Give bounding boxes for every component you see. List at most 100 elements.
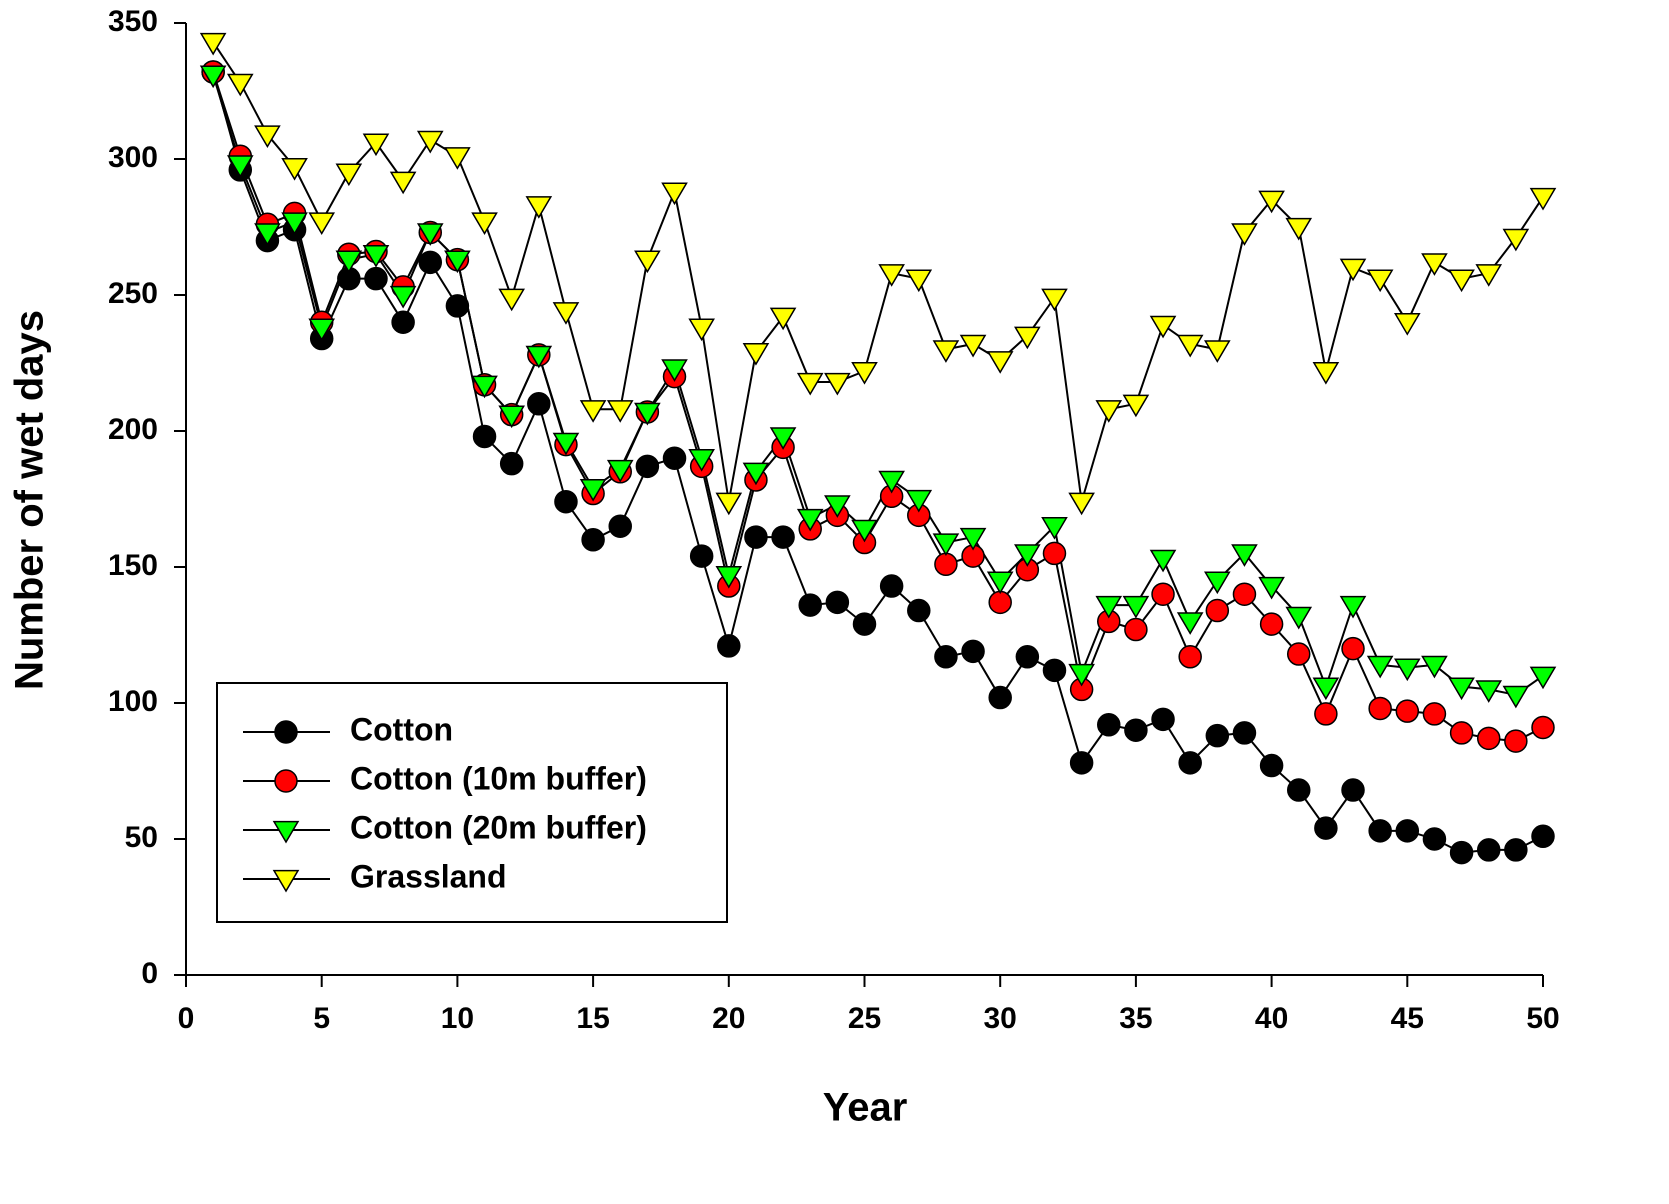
data-point	[1504, 838, 1528, 862]
legend-box	[216, 682, 728, 923]
data-point	[1422, 702, 1447, 726]
data-point	[1259, 753, 1284, 778]
data-point	[1421, 655, 1448, 679]
data-point	[1231, 223, 1258, 246]
data-point	[308, 212, 336, 236]
data-point	[1095, 400, 1123, 423]
data-point	[335, 163, 363, 187]
y-tick-label: 100	[108, 685, 158, 718]
y-tick-label: 200	[108, 413, 158, 446]
data-point	[1312, 677, 1340, 701]
data-point	[1448, 269, 1475, 293]
data-point	[634, 402, 661, 426]
data-point	[1176, 334, 1204, 358]
x-tick-label: 0	[178, 1002, 195, 1035]
data-point	[1231, 544, 1258, 567]
data-point	[527, 392, 551, 416]
data-point	[1368, 696, 1392, 721]
data-point	[1531, 715, 1555, 740]
data-point	[1286, 778, 1311, 802]
data-point	[1095, 595, 1123, 619]
data-point	[498, 288, 525, 312]
x-tick-label: 10	[441, 1002, 474, 1035]
data-point	[1421, 253, 1448, 276]
data-point	[1258, 190, 1285, 214]
data-point	[769, 427, 797, 450]
x-tick-label: 50	[1526, 1002, 1559, 1035]
x-tick-label: 5	[313, 1002, 330, 1035]
data-point	[1366, 269, 1394, 293]
x-tick-label: 20	[712, 1002, 745, 1035]
data-point	[1068, 492, 1095, 516]
data-point	[742, 342, 770, 366]
data-point	[1312, 362, 1340, 385]
data-point	[1502, 685, 1530, 709]
data-point	[1041, 517, 1068, 540]
data-point	[688, 318, 715, 342]
data-point	[959, 334, 987, 358]
data-point	[1122, 394, 1150, 418]
data-point	[281, 158, 308, 181]
data-point	[824, 495, 851, 518]
data-point	[226, 155, 254, 178]
data-point	[1476, 726, 1501, 751]
data-point	[226, 73, 254, 97]
data-point	[1285, 606, 1313, 630]
data-point	[934, 552, 958, 577]
data-point	[825, 590, 850, 615]
data-point	[471, 212, 498, 236]
data-point	[934, 645, 958, 669]
legend-marker	[272, 869, 300, 893]
data-point	[416, 223, 444, 246]
data-point	[362, 245, 390, 268]
data-point	[1069, 751, 1094, 775]
data-point	[581, 528, 605, 552]
data-point	[199, 65, 227, 89]
data-point	[742, 462, 770, 486]
data-point	[1422, 827, 1447, 851]
data-point	[1366, 655, 1394, 679]
x-tick-label: 15	[576, 1002, 609, 1035]
data-point	[1368, 819, 1392, 843]
data-point	[472, 424, 497, 449]
data-point	[1529, 187, 1557, 211]
data-point	[1014, 544, 1041, 567]
data-point	[689, 544, 714, 568]
data-point	[688, 449, 715, 472]
x-tick-label: 40	[1255, 1002, 1288, 1035]
data-point	[988, 590, 1012, 615]
data-point	[1014, 326, 1041, 350]
data-point	[905, 489, 933, 513]
data-point	[1339, 258, 1367, 282]
y-tick-label: 150	[108, 549, 158, 582]
data-point	[1122, 595, 1150, 619]
data-point	[199, 32, 227, 56]
data-point	[1205, 598, 1230, 623]
data-point	[579, 400, 607, 423]
data-point	[1204, 571, 1231, 595]
y-tick-label: 0	[141, 957, 158, 990]
data-point	[1149, 549, 1177, 573]
data-point	[362, 133, 390, 157]
data-point	[391, 310, 415, 334]
data-point	[851, 362, 878, 385]
data-point	[525, 345, 553, 369]
data-point	[932, 533, 960, 556]
data-point	[579, 478, 607, 502]
data-point	[744, 525, 768, 549]
data-point	[1124, 718, 1148, 742]
data-point	[1531, 824, 1555, 849]
data-point	[552, 432, 580, 456]
legend-label: Cotton (10m buffer)	[350, 760, 647, 796]
data-point	[1449, 721, 1474, 745]
data-point	[1448, 677, 1475, 701]
data-point	[878, 264, 905, 287]
data-point	[661, 359, 688, 382]
data-point	[717, 634, 741, 658]
data-point	[1504, 729, 1528, 753]
data-point	[1205, 723, 1230, 748]
data-point	[1151, 582, 1175, 606]
data-point	[525, 196, 553, 219]
data-point	[1042, 658, 1067, 683]
data-point	[798, 593, 822, 617]
